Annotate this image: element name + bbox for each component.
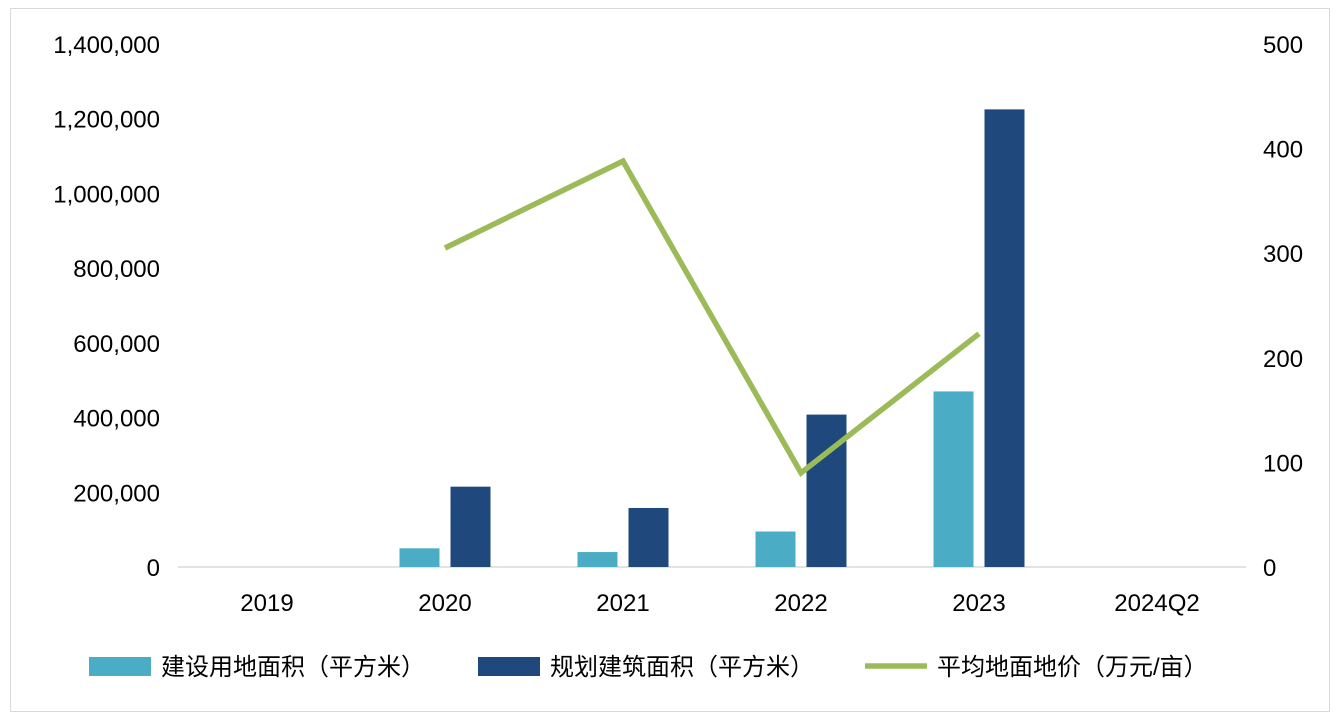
legend-swatch-bar	[478, 657, 540, 676]
left-tick-label: 0	[147, 555, 160, 582]
right-tick-label: 500	[1263, 32, 1303, 59]
bar-land-area	[755, 531, 796, 567]
x-tick-label: 2023	[952, 590, 1005, 617]
legend-label: 规划建筑面积（平方米）	[550, 654, 814, 681]
right-y-axis: 0 100 200 300 400 500	[1263, 32, 1303, 582]
left-tick-label: 600,000	[73, 331, 160, 358]
left-tick-label: 400,000	[73, 406, 160, 433]
chart-frame	[10, 8, 1330, 712]
bar-floor-area	[806, 414, 847, 567]
right-tick-label: 100	[1263, 450, 1303, 477]
bars-group	[399, 109, 1025, 567]
x-tick-label: 2020	[418, 590, 471, 617]
bar-land-area	[399, 548, 440, 567]
legend-label: 建设用地面积（平方米）	[161, 654, 425, 681]
bar-land-area	[577, 552, 618, 567]
line-series-group	[443, 157, 981, 477]
left-tick-label: 1,000,000	[53, 181, 160, 208]
left-tick-label: 800,000	[73, 256, 160, 283]
left-tick-label: 1,400,000	[53, 32, 160, 59]
bar-floor-area	[628, 507, 669, 567]
right-tick-label: 300	[1263, 241, 1303, 268]
right-tick-label: 400	[1263, 137, 1303, 164]
bar-floor-area	[450, 486, 491, 567]
left-tick-label: 200,000	[73, 480, 160, 507]
left-tick-label: 1,200,000	[53, 107, 160, 134]
left-y-axis: 0 200,000 400,000 600,000 800,000 1,000,000 1,…	[53, 32, 160, 582]
legend: 建设用地面积（平方米） 规划建筑面积（平方米） 平均地面地价（万元/亩）	[89, 654, 1208, 681]
line-avg-land-price	[443, 157, 981, 477]
x-axis-categories: 2019 2020 2021 2022 2023 2024Q2	[240, 590, 1199, 617]
x-tick-label: 2022	[774, 590, 827, 617]
x-tick-label: 2021	[596, 590, 649, 617]
x-tick-label: 2019	[240, 590, 293, 617]
x-tick-label: 2024Q2	[1114, 590, 1199, 617]
bar-floor-area	[984, 109, 1025, 567]
right-tick-label: 0	[1263, 555, 1276, 582]
legend-swatch-bar	[89, 657, 151, 676]
bar-land-area	[933, 391, 974, 567]
legend-label: 平均地面地价（万元/亩）	[937, 654, 1208, 681]
right-tick-label: 200	[1263, 346, 1303, 373]
